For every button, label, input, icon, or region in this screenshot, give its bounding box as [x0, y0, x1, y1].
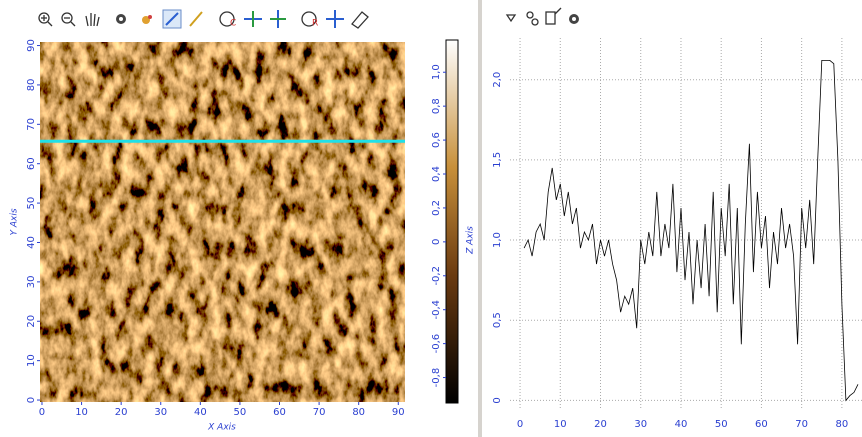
y-tick-label: 1,5 [492, 152, 503, 168]
x-tick-label: 30 [154, 407, 167, 418]
x-tick-label: 30 [634, 419, 647, 430]
x-tick-label: 40 [194, 407, 207, 418]
y-tick-label: 20 [26, 315, 37, 328]
z-tick-label: -0,2 [431, 266, 442, 286]
svg-text:R: R [312, 19, 318, 29]
x-tick-label: 0 [517, 419, 523, 430]
line-profile-button[interactable] [163, 10, 181, 28]
z-tick-label: -0,6 [431, 334, 442, 354]
x-tick-label: 50 [234, 407, 247, 418]
splitter[interactable] [478, 0, 482, 437]
svg-text:C: C [230, 19, 236, 29]
x-tick-label: 80 [352, 407, 365, 418]
x-axis-label: X Axis [207, 423, 236, 433]
y-axis-label: Y Axis [10, 208, 20, 235]
z-tick-label: 0,4 [431, 166, 442, 182]
y-tick-label: 70 [26, 118, 37, 131]
settings-button[interactable] [116, 14, 126, 24]
z-tick-label: -0,4 [431, 300, 442, 320]
y-tick-label: 2,0 [492, 72, 503, 88]
y-tick-label: 30 [26, 276, 37, 289]
y-tick-label: 0,5 [492, 312, 503, 328]
y-tick-label: 0 [26, 397, 37, 403]
afm-image[interactable] [40, 42, 405, 402]
z-tick-label: 0,6 [431, 132, 442, 148]
x-tick-label: 10 [75, 407, 88, 418]
x-tick-label: 60 [273, 407, 286, 418]
app-window: C R X Axis Y Axis Z Axis 0 10 20 30 40 50 60 70… [0, 0, 862, 437]
x-tick-label: 20 [594, 419, 607, 430]
y-tick-label: 50 [26, 197, 37, 210]
colorbar [446, 40, 458, 403]
x-tick-label: 10 [554, 419, 567, 430]
z-axis-label: Z Axis [466, 226, 476, 255]
x-tick-label: 40 [675, 419, 688, 430]
x-tick-label: 20 [115, 407, 128, 418]
y-tick-label: 10 [26, 354, 37, 367]
y-tick-label: 1,0 [492, 232, 503, 248]
z-tick-label: 0,8 [431, 98, 442, 114]
z-tick-label: 0 [431, 239, 442, 245]
z-tick-label: 0,2 [431, 200, 442, 216]
y-tick-label: 0 [492, 397, 503, 403]
profile-plot-area [510, 38, 862, 410]
z-tick-label: -0,8 [431, 368, 442, 388]
x-tick-label: 70 [313, 407, 326, 418]
x-tick-label: 80 [836, 419, 849, 430]
y-tick-label: 90 [26, 39, 37, 52]
x-tick-label: 50 [715, 419, 728, 430]
y-tick-label: 60 [26, 157, 37, 170]
x-tick-label: 60 [755, 419, 768, 430]
x-tick-label: 90 [392, 407, 405, 418]
x-tick-label: 0 [39, 407, 45, 418]
z-tick-label: 1,0 [431, 64, 442, 80]
y-tick-label: 40 [26, 236, 37, 249]
y-tick-label: 80 [26, 79, 37, 92]
x-tick-label: 70 [795, 419, 808, 430]
profile-settings-button[interactable] [569, 14, 579, 24]
